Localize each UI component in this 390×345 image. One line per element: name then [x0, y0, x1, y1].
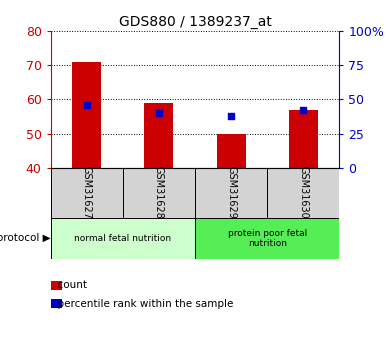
- Point: [300, 107, 307, 112]
- Point: [156, 110, 162, 116]
- Text: GSM31629: GSM31629: [226, 166, 236, 219]
- Text: GSM31628: GSM31628: [154, 166, 164, 219]
- Bar: [267, 168, 339, 218]
- Text: GSM31627: GSM31627: [82, 166, 92, 219]
- Bar: [195, 218, 339, 259]
- Text: count: count: [51, 280, 87, 289]
- Bar: [123, 168, 195, 218]
- Bar: [51, 218, 195, 259]
- Text: normal fetal nutrition: normal fetal nutrition: [74, 234, 172, 243]
- Bar: [51, 168, 123, 218]
- Text: percentile rank within the sample: percentile rank within the sample: [51, 299, 233, 308]
- Title: GDS880 / 1389237_at: GDS880 / 1389237_at: [119, 14, 271, 29]
- Text: growth protocol ▶: growth protocol ▶: [0, 233, 51, 243]
- Bar: [289, 110, 318, 168]
- Point: [228, 114, 234, 119]
- Text: protein poor fetal
nutrition: protein poor fetal nutrition: [227, 228, 307, 248]
- Bar: [144, 103, 174, 168]
- Text: GSM31630: GSM31630: [298, 166, 308, 219]
- Bar: [73, 62, 101, 168]
- Point: [83, 102, 90, 108]
- Bar: [195, 168, 267, 218]
- Bar: [217, 134, 246, 168]
